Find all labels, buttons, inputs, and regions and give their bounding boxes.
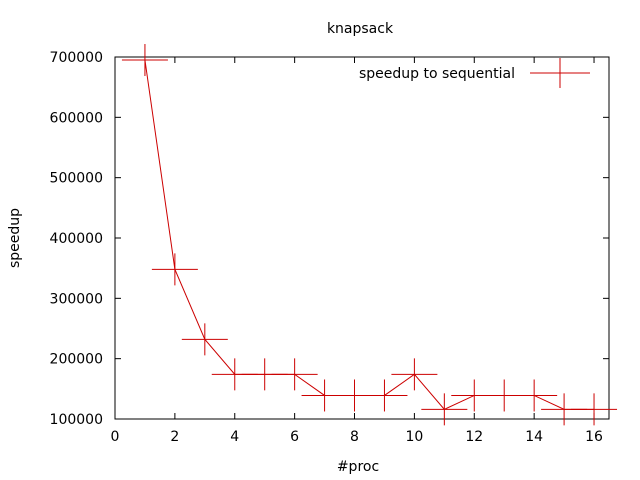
- x-tick-label: 2: [170, 429, 179, 445]
- data-point-marker: [421, 393, 468, 426]
- data-point-marker: [151, 253, 198, 286]
- data-point-marker: [391, 358, 438, 391]
- x-tick-label: 0: [111, 429, 120, 445]
- x-tick-label: 6: [290, 429, 299, 445]
- data-point-marker: [361, 379, 408, 412]
- data-point-marker: [121, 44, 168, 77]
- y-tick-label: 400000: [50, 231, 103, 247]
- legend: speedup to sequential: [359, 58, 590, 88]
- data-point-marker: [181, 323, 228, 356]
- chart-title: knapsack: [327, 21, 394, 37]
- y-tick-label: 100000: [50, 412, 103, 428]
- x-tick-label: 12: [465, 429, 483, 445]
- x-tick-label: 4: [230, 429, 239, 445]
- data-point-marker: [511, 379, 558, 412]
- legend-label: speedup to sequential: [359, 66, 515, 82]
- x-tick-label: 8: [350, 429, 359, 445]
- x-tick-label: 14: [525, 429, 543, 445]
- x-tick-label: 16: [585, 429, 603, 445]
- x-axis-label: #proc: [337, 459, 379, 475]
- legend-sample: [530, 58, 590, 88]
- y-tick-label: 500000: [50, 171, 103, 187]
- y-axis-label: speedup: [7, 208, 23, 268]
- y-tick-label: 300000: [50, 291, 103, 307]
- y-tick-label: 700000: [50, 50, 103, 66]
- x-tick-label: 10: [405, 429, 423, 445]
- data-point-marker: [571, 393, 618, 426]
- y-tick-label: 200000: [50, 352, 103, 368]
- y-tick-label: 600000: [50, 110, 103, 126]
- data-point-marker: [271, 358, 318, 391]
